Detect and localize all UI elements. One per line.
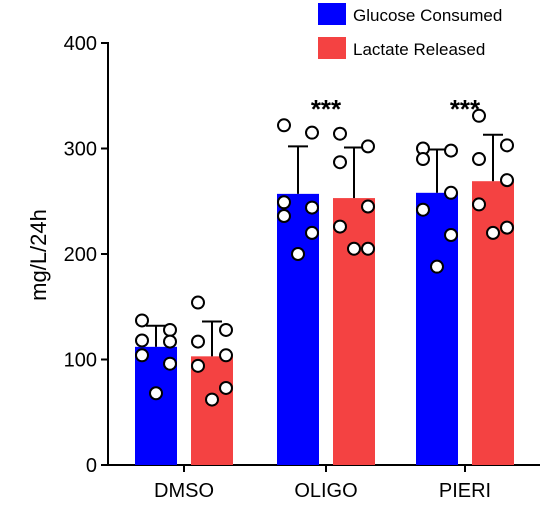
data-point [191,334,205,349]
data-point [444,228,458,243]
data-point [430,259,444,274]
data-point [486,225,500,240]
data-point [305,200,319,215]
legend-label: Glucose Consumed [353,6,502,25]
data-point [416,152,430,167]
data-point [361,199,375,214]
data-point [472,197,486,212]
data-point [149,386,163,401]
data-point [305,125,319,140]
legend-swatch [318,3,346,25]
data-point [500,220,514,235]
data-point [135,333,149,348]
significance-marker: *** [311,94,342,124]
data-point [361,241,375,256]
data-point [444,185,458,200]
significance-annotations: *** *** [311,94,481,124]
data-point [333,155,347,170]
error-bars [146,133,503,357]
x-tick-label: PIERI [439,480,491,502]
data-point [219,348,233,363]
data-point [472,108,486,123]
data-point [444,143,458,158]
data-point [163,356,177,371]
data-point [205,392,219,407]
legend-label: Lactate Released [353,40,485,59]
bar [333,198,375,465]
data-point [163,322,177,337]
data-point [191,358,205,373]
x-axis: DMSO OLIGO PIERI [108,464,540,502]
x-tick-label: DMSO [154,480,214,502]
data-point [361,139,375,154]
y-tick-label: 200 [64,244,97,266]
y-tick-label: 0 [86,455,97,477]
data-point [191,295,205,310]
y-axis: 0 100 200 300 400 [64,33,109,477]
chart-legend: Glucose Consumed Lactate Released [318,3,502,59]
y-tick-label: 300 [64,139,97,161]
data-point [277,118,291,133]
bar [191,356,233,465]
data-point [416,202,430,217]
y-tick-label: 400 [64,33,97,55]
data-point [277,209,291,224]
data-point [500,138,514,153]
data-point [472,152,486,167]
data-point [333,126,347,141]
bars [135,181,514,466]
legend-swatch [318,37,346,59]
data-point [135,348,149,363]
y-axis-title: mg/L/24h [26,209,51,301]
data-point [277,195,291,210]
significance-marker: *** [450,94,481,124]
y-tick-label: 100 [64,350,97,372]
data-point [135,313,149,328]
data-point [305,225,319,240]
data-point [219,380,233,395]
data-point [163,334,177,349]
data-point [291,247,305,261]
data-point [219,322,233,337]
x-tick-label: OLIGO [294,480,357,502]
data-point [333,219,347,234]
data-points [135,108,514,407]
data-point [500,173,514,188]
data-point [347,241,361,256]
